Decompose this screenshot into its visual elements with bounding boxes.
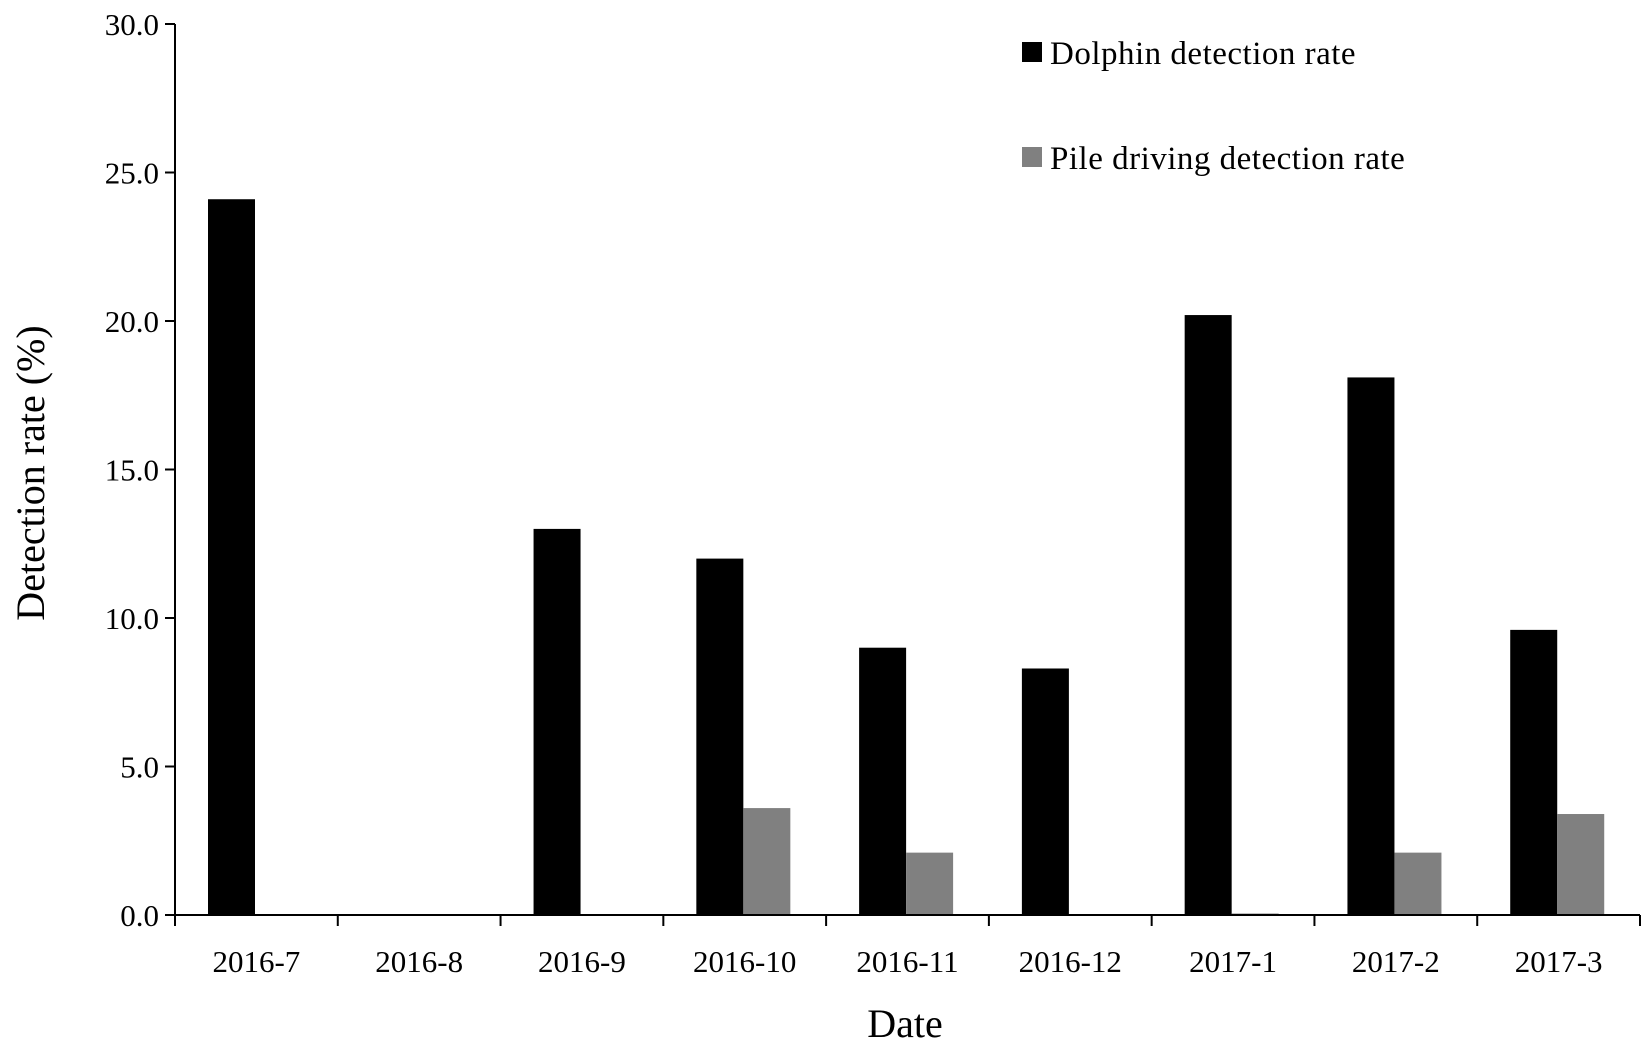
y-tick-label: 5.0 bbox=[120, 750, 159, 785]
bar-pile-driving-2016-11 bbox=[906, 852, 954, 915]
bar-pile-driving-2017-2 bbox=[1394, 852, 1442, 915]
bar-pile-driving-2017-3 bbox=[1557, 814, 1605, 915]
x-tick-label: 2016-10 bbox=[693, 944, 796, 979]
bar-dolphin-2016-10 bbox=[696, 558, 744, 915]
y-tick-label: 25.0 bbox=[105, 156, 159, 191]
axes-layer bbox=[174, 24, 1640, 916]
y-tick-label: 30.0 bbox=[105, 7, 159, 42]
y-tick-label: 20.0 bbox=[105, 304, 159, 339]
legend-label-dolphin: Dolphin detection rate bbox=[1050, 36, 1356, 72]
legend-swatch-dolphin bbox=[1022, 42, 1042, 62]
y-tick-label: 15.0 bbox=[105, 453, 159, 488]
bar-dolphin-2016-12 bbox=[1021, 668, 1069, 915]
y-tick-label: 10.0 bbox=[105, 601, 159, 636]
bar-dolphin-2016-7 bbox=[208, 199, 255, 916]
x-axis-title: Date bbox=[867, 1001, 943, 1046]
x-tick-label: 2016-12 bbox=[1019, 944, 1122, 979]
x-tick-label: 2016-7 bbox=[212, 944, 300, 979]
bar-dolphin-2016-9 bbox=[533, 528, 581, 915]
x-tick-label: 2016-8 bbox=[375, 944, 463, 979]
x-tick-label: 2017-2 bbox=[1352, 944, 1440, 979]
ticks-layer: 0.0 5.0 10.0 15.0 20.0 25.0 30.0 2016-7 2016-8 20… bbox=[105, 7, 1641, 979]
legend-swatch-pile-driving bbox=[1022, 147, 1042, 167]
legend: Dolphin detection rate Pile driving dete… bbox=[1022, 36, 1405, 177]
bar-dolphin-2017-2 bbox=[1347, 377, 1395, 915]
bar-pile-driving-2016-10 bbox=[743, 808, 791, 915]
x-tick-label: 2017-3 bbox=[1515, 944, 1603, 979]
legend-label-pile-driving: Pile driving detection rate bbox=[1050, 141, 1405, 177]
x-tick-label: 2016-11 bbox=[856, 944, 958, 979]
y-axis-title: Detection rate (%) bbox=[8, 325, 53, 620]
y-tick-label: 0.0 bbox=[120, 898, 159, 933]
x-tick-label: 2016-9 bbox=[538, 944, 626, 979]
bars-layer bbox=[208, 199, 1605, 916]
bar-dolphin-2016-11 bbox=[859, 647, 907, 915]
bar-dolphin-2017-3 bbox=[1510, 629, 1558, 915]
x-tick-label: 2017-1 bbox=[1189, 944, 1277, 979]
bar-dolphin-2017-1 bbox=[1184, 315, 1232, 915]
